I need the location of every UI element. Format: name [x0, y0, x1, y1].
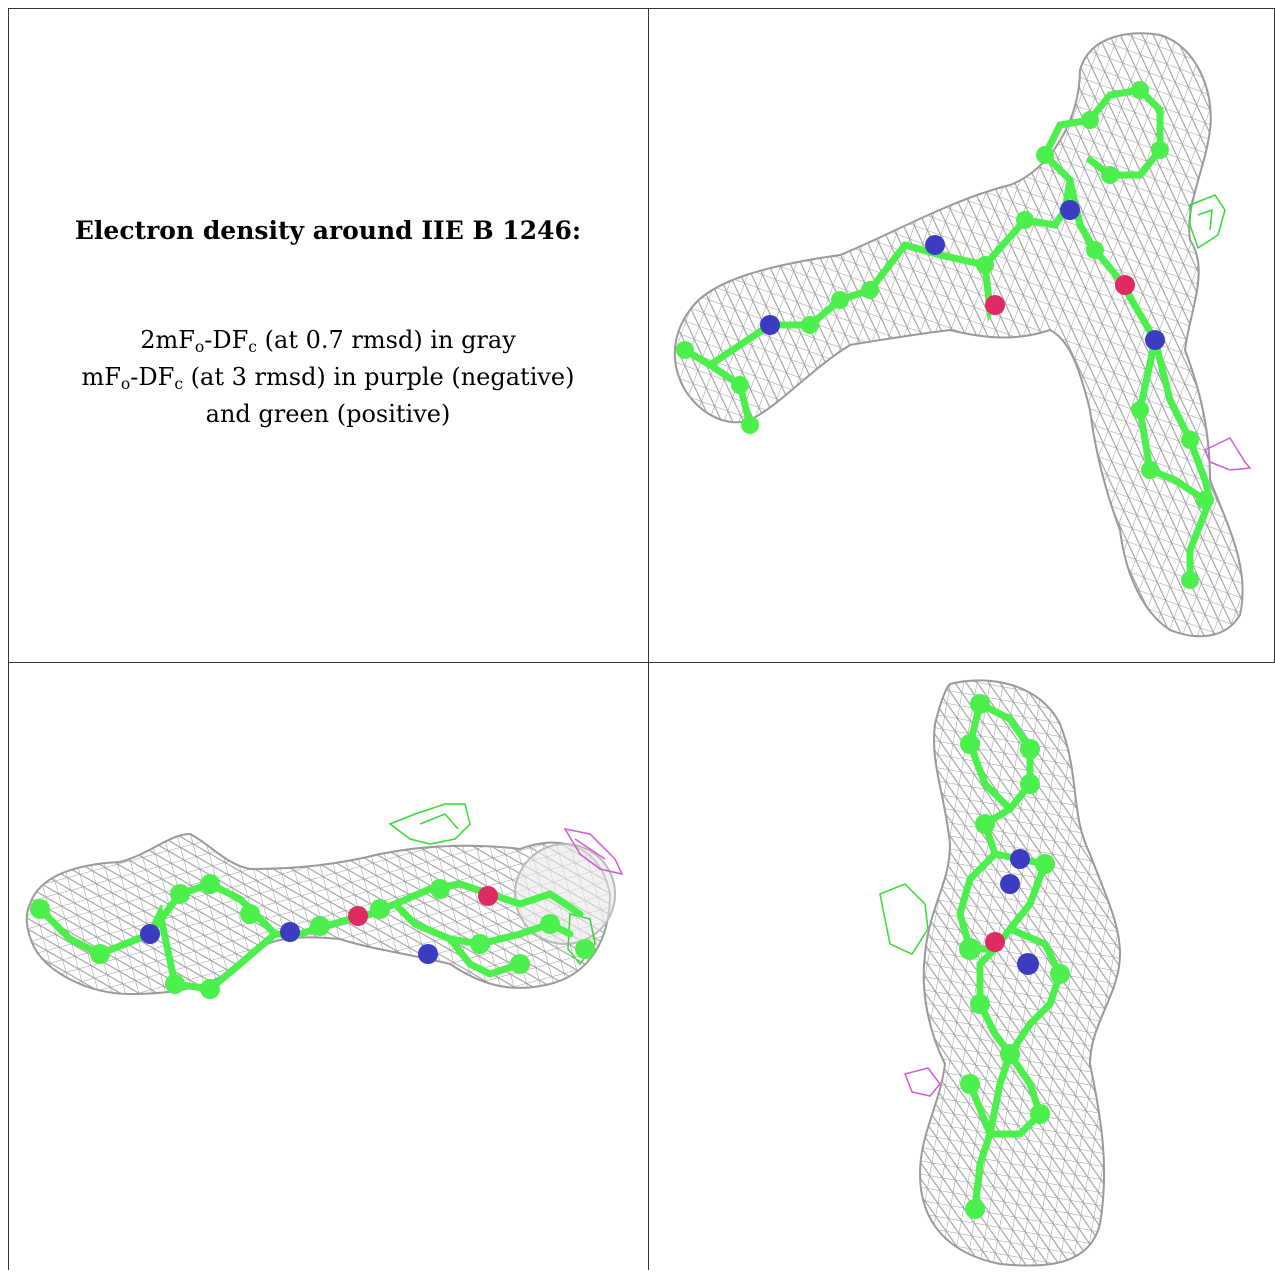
carbon-atom	[90, 944, 110, 964]
oxygen-atom	[1115, 275, 1135, 295]
carbon-atom	[1131, 401, 1149, 419]
carbon-atom	[1020, 739, 1040, 759]
carbon-atom	[200, 979, 220, 999]
carbon-atom	[801, 316, 819, 334]
carbon-atom	[861, 281, 879, 299]
carbon-atom	[1036, 146, 1054, 164]
carbon-atom	[960, 734, 980, 754]
frame-middle-border	[8, 662, 1275, 663]
density-view-bottom-right-svg	[879, 679, 1122, 1267]
caption-line-positive: and green (positive)	[205, 400, 451, 428]
nitrogen-atom	[140, 924, 160, 944]
carbon-atom	[1151, 141, 1169, 159]
density-view-top-right-svg	[673, 32, 1252, 638]
positive-difference-density	[1189, 194, 1226, 250]
carbon-atom	[1035, 854, 1055, 874]
oxygen-atom	[985, 295, 1005, 315]
carbon-atom	[1181, 431, 1199, 449]
ligand-atoms	[676, 81, 1214, 589]
carbon-atom	[470, 934, 490, 954]
carbon-atom	[970, 694, 990, 714]
carbon-atom	[970, 994, 990, 1014]
carbon-atom	[1016, 211, 1034, 229]
nitrogen-atom	[1060, 200, 1080, 220]
carbon-atom	[1196, 491, 1214, 509]
nitrogen-atom	[418, 944, 438, 964]
carbon-atom	[1081, 111, 1099, 129]
electron-density-mesh	[918, 679, 1122, 1267]
carbon-atom	[1086, 241, 1104, 259]
caption-title: Electron density around IIE B 1246:	[74, 216, 582, 245]
carbon-atom	[240, 904, 260, 924]
carbon-atom	[200, 874, 220, 894]
oxygen-atom	[478, 886, 498, 906]
nitrogen-atom	[760, 315, 780, 335]
carbon-atom	[976, 256, 994, 274]
carbon-atom	[540, 914, 560, 934]
density-view-bottom-left-svg	[25, 803, 624, 999]
ligand-atoms	[959, 694, 1070, 1219]
carbon-atom	[1141, 461, 1159, 479]
carbon-atom	[975, 814, 995, 834]
nitrogen-atom	[280, 922, 300, 942]
carbon-atom	[165, 974, 185, 994]
carbon-atom	[430, 879, 450, 899]
carbon-atom	[965, 1199, 985, 1219]
carbon-atom	[1101, 166, 1119, 184]
carbon-atom	[1020, 774, 1040, 794]
positive-difference-density	[879, 883, 929, 955]
negative-difference-density	[563, 827, 624, 876]
density-view-bottom-right	[650, 664, 1272, 1276]
oxygen-atom	[985, 932, 1005, 952]
carbon-atom	[1050, 964, 1070, 984]
caption-cell: Electron density around IIE B 1246: 2mFo…	[8, 8, 648, 660]
carbon-atom	[741, 416, 759, 434]
carbon-atom	[575, 939, 595, 959]
caption-line-2fofc: 2mFo-DFc (at 0.7 rmsd) in gray	[140, 326, 516, 356]
nitrogen-atom	[925, 235, 945, 255]
ligand-atoms	[30, 874, 595, 999]
nitrogen-atom	[1017, 953, 1039, 975]
caption-description: 2mFo-DFc (at 0.7 rmsd) in gray mFo-DFc (…	[8, 322, 648, 433]
carbon-atom	[1181, 571, 1199, 589]
density-view-bottom-left	[10, 664, 646, 1276]
positive-difference-density	[388, 803, 471, 845]
nitrogen-atom	[1000, 874, 1020, 894]
carbon-atom	[170, 884, 190, 904]
carbon-atom	[1131, 81, 1149, 99]
carbon-atom	[959, 938, 981, 960]
negative-difference-density	[903, 1067, 941, 1097]
nitrogen-atom	[1145, 330, 1165, 350]
carbon-atom	[1030, 1104, 1050, 1124]
carbon-atom	[731, 376, 749, 394]
carbon-atom	[30, 899, 50, 919]
frame-left-border	[8, 8, 9, 1270]
nitrogen-atom	[1010, 849, 1030, 869]
carbon-atom	[831, 291, 849, 309]
oxygen-atom	[348, 906, 368, 926]
caption-line-fofc: mFo-DFc (at 3 rmsd) in purple (negative)	[81, 363, 575, 393]
carbon-atom	[370, 899, 390, 919]
carbon-atom	[510, 954, 530, 974]
carbon-atom	[676, 341, 694, 359]
density-view-top-right	[650, 10, 1272, 660]
carbon-atom	[310, 916, 330, 936]
frame-center-divider	[648, 8, 649, 1270]
carbon-atom	[960, 1074, 980, 1094]
frame-top-border	[8, 8, 1275, 9]
negative-difference-density	[1204, 437, 1252, 471]
carbon-atom	[1000, 1044, 1020, 1064]
